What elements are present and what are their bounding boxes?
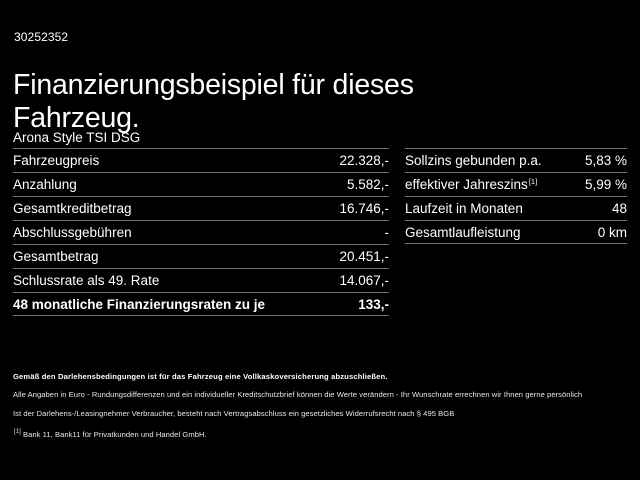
disclaimer-line-2: Ist der Darlehens-/Leasingnehmer Verbrau… (13, 408, 455, 418)
row-label: Gesamtkreditbetrag (13, 201, 132, 216)
row-label: Abschlussgebühren (13, 225, 132, 240)
row-label: Fahrzeugpreis (13, 153, 100, 168)
footnote-marker: [1] (528, 176, 538, 186)
row-value: 5,99 % (584, 177, 627, 192)
vehicle-reference-id: 30252352 (14, 30, 69, 44)
row-label: Laufzeit in Monaten (405, 197, 523, 220)
footnote-marker: [1] (14, 429, 21, 436)
table-row: effektiver Jahreszins[1] 5,99 % (405, 172, 627, 196)
page-title: Finanzierungsbeispiel für dieses Fahrzeu… (13, 69, 513, 135)
insurance-note: Gemäß den Darlehensbedingungen ist für d… (13, 372, 388, 381)
footnote-1: [1] Bank 11, Bank11 für Privatkunden und… (13, 429, 627, 441)
row-value: 133,- (358, 297, 389, 312)
row-value: 5.582,- (346, 177, 389, 192)
table-row: Schlussrate als 49. Rate 14.067,- (13, 268, 389, 292)
row-label: Sollzins gebunden p.a. (405, 149, 542, 172)
table-row: Gesamtbetrag 20.451,- (13, 244, 389, 268)
vehicle-model: Arona Style TSI DSG (13, 130, 141, 145)
row-label: Anzahlung (13, 177, 77, 192)
row-value: 5,83 % (584, 153, 627, 168)
page-title-line-1: Finanzierungsbeispiel für dieses (13, 69, 414, 102)
disclaimer-line-1: Alle Angaben in Euro - Rundungsdifferenz… (13, 390, 583, 399)
row-value: 20.451,- (339, 249, 389, 264)
row-value: 14.067,- (339, 273, 389, 288)
row-value: 48 (611, 201, 627, 216)
row-label: Gesamtlaufleistung (405, 221, 521, 244)
row-label: 48 monatliche Finanzierungsraten zu je (13, 297, 266, 312)
table-row: Abschlussgebühren - (13, 220, 389, 244)
table-row: Gesamtkreditbetrag 16.746,- (13, 196, 389, 220)
page-title-line-2: Fahrzeug. (13, 102, 140, 135)
row-label-text: effektiver Jahreszins (405, 177, 528, 192)
footnote-text: Bank 11, Bank11 für Privatkunden und Han… (23, 430, 207, 439)
row-value: 0 km (597, 225, 627, 240)
footer-disclaimer: Gemäß den Darlehensbedingungen ist für d… (13, 371, 627, 441)
row-value: - (384, 225, 390, 240)
table-row: Sollzins gebunden p.a. 5,83 % (405, 148, 627, 172)
row-label-text: Sollzins gebunden p.a. (405, 153, 542, 168)
row-label: Gesamtbetrag (13, 249, 99, 264)
row-value: 22.328,- (339, 153, 389, 168)
table-row: Laufzeit in Monaten 48 (405, 196, 627, 220)
row-label: effektiver Jahreszins[1] (405, 173, 537, 196)
table-row: Gesamtlaufleistung 0 km (405, 220, 627, 244)
table-row-monthly-rate: 48 monatliche Finanzierungsraten zu je 1… (13, 292, 389, 316)
finance-table-left: Arona Style TSI DSG Fahrzeugpreis 22.328… (13, 128, 389, 316)
row-label: Schlussrate als 49. Rate (13, 273, 160, 288)
finance-table-right: Sollzins gebunden p.a. 5,83 % effektiver… (405, 148, 627, 244)
row-label-text: Laufzeit in Monaten (405, 201, 523, 216)
table-row: Fahrzeugpreis 22.328,- (13, 148, 389, 172)
row-label-text: Gesamtlaufleistung (405, 225, 521, 240)
table-row: Anzahlung 5.582,- (13, 172, 389, 196)
row-value: 16.746,- (339, 201, 389, 216)
